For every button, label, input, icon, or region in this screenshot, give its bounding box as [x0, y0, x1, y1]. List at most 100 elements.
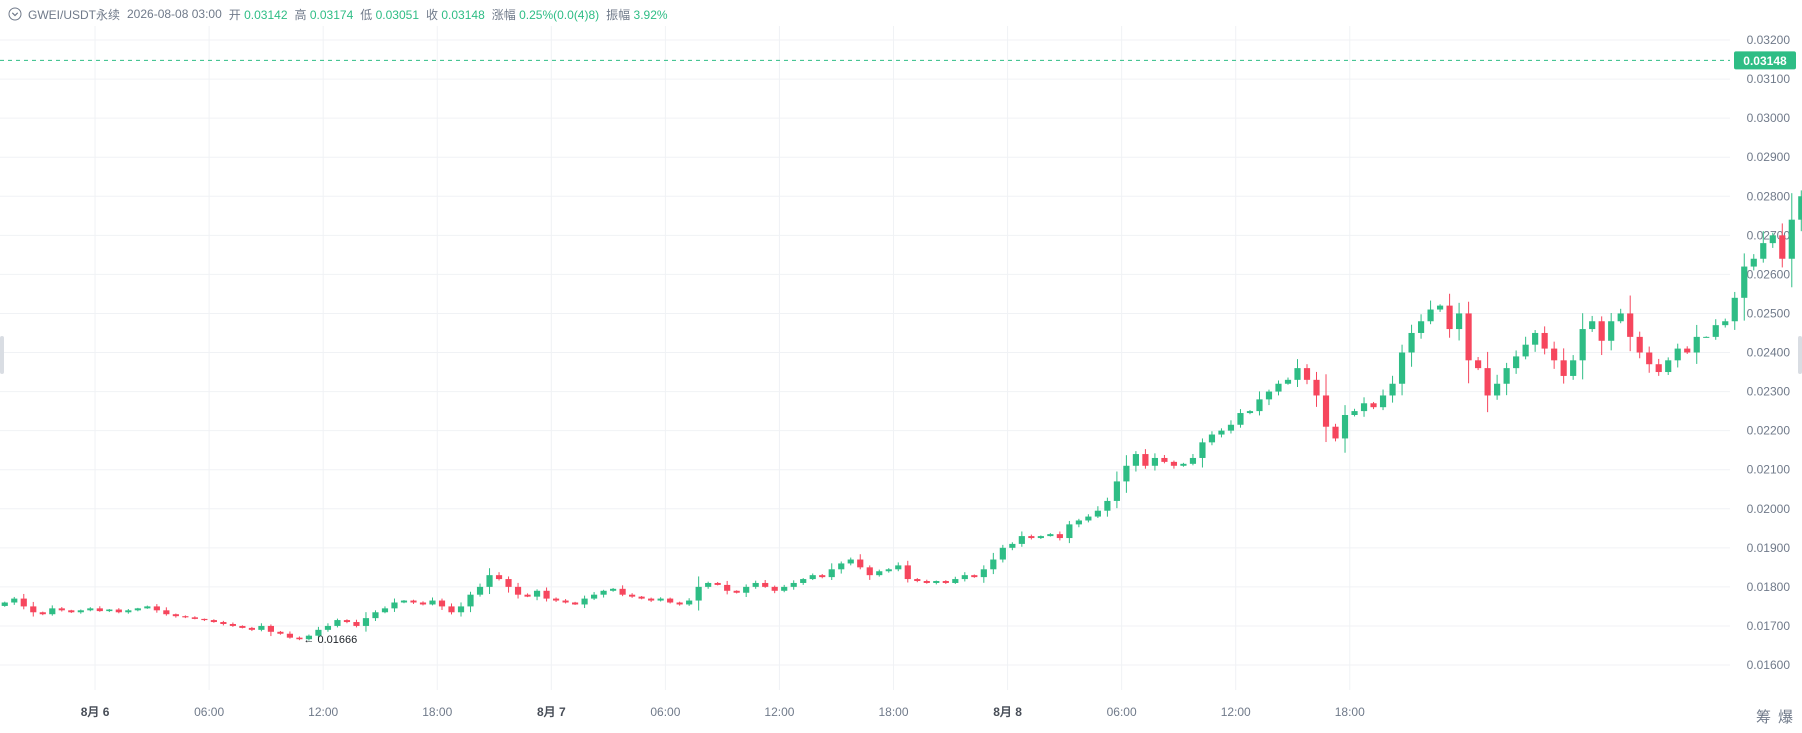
chevron-down-circle-icon[interactable] [8, 7, 22, 21]
y-tick-label: 0.01600 [1747, 658, 1791, 672]
min-price-marker-label: ← 0.01666 [303, 634, 357, 646]
candle-body [552, 598, 560, 601]
right-resize-handle[interactable] [1798, 336, 1802, 374]
candle-body [1674, 348, 1681, 361]
candle-body [267, 625, 274, 632]
candle-body [400, 600, 408, 603]
candle-body [1246, 411, 1254, 414]
candle-body [1541, 332, 1548, 349]
candle-body [324, 625, 332, 630]
candle-body [1398, 352, 1406, 384]
candle-body [923, 581, 930, 583]
candle-body [876, 571, 883, 576]
candle-body [495, 575, 503, 580]
candle-body [68, 610, 75, 613]
candle-body [961, 575, 968, 580]
candle-body [1484, 368, 1491, 396]
candle-body [1123, 465, 1130, 482]
candle-body [1208, 434, 1216, 443]
candle-body [448, 606, 455, 613]
candle-body [1265, 391, 1273, 400]
candle-body [1360, 403, 1368, 412]
candle-body [543, 590, 550, 599]
candle-body [1332, 426, 1339, 439]
candle-body [457, 606, 465, 613]
candle-body [610, 588, 617, 591]
candle-body [1379, 395, 1387, 408]
candle-body [1009, 543, 1016, 548]
candle-body [1018, 536, 1025, 544]
candle-body [1617, 313, 1624, 322]
y-tick-label: 0.02000 [1747, 502, 1791, 516]
candle-body [30, 606, 37, 613]
candle-body [1636, 336, 1643, 353]
candle-body [771, 586, 778, 591]
candle-body [629, 594, 636, 597]
low-value: 0.03051 [375, 7, 419, 22]
candle-body [1056, 534, 1063, 539]
candle-body [1142, 454, 1149, 466]
close-label: 收 [426, 7, 439, 22]
candle-body [1693, 336, 1700, 353]
candle-body [153, 606, 160, 611]
candle-body [1370, 403, 1377, 408]
candle-body [1532, 332, 1539, 345]
low-label: 低 [360, 7, 373, 22]
candle-body [1760, 243, 1767, 259]
liquidation-button[interactable]: 爆 [1778, 709, 1794, 726]
y-tick-label: 0.03200 [1747, 33, 1791, 47]
candle-body [885, 569, 892, 572]
candle-body [1066, 524, 1073, 539]
candle-body [1475, 360, 1482, 369]
candle-body [144, 606, 151, 609]
candle-body [1788, 219, 1795, 259]
candle-body [648, 598, 655, 601]
candle-body [286, 633, 294, 638]
close-value: 0.03148 [441, 7, 485, 22]
candle-body [847, 559, 854, 564]
left-resize-handle[interactable] [0, 336, 4, 374]
candle-body [115, 609, 122, 613]
candle-body [39, 612, 46, 615]
candle-body [1684, 348, 1691, 353]
chips-button[interactable]: 筹 [1756, 709, 1772, 726]
candle-body [952, 579, 959, 583]
x-tick-label: 8月 7 [537, 705, 566, 719]
candle-body [1446, 305, 1453, 330]
candle-body [686, 600, 693, 605]
candle-body [752, 582, 759, 587]
candle-body [11, 598, 18, 603]
candle-body [1465, 313, 1472, 361]
candle-body [1579, 329, 1586, 361]
candle-body [591, 594, 598, 599]
candle-body [1570, 360, 1577, 376]
candle-body [334, 620, 341, 626]
candle-body [990, 559, 997, 570]
y-tick-label: 0.03000 [1747, 111, 1791, 125]
y-tick-label: 0.02200 [1747, 424, 1791, 438]
candle-body [1341, 415, 1349, 439]
x-tick-label: 8月 6 [81, 705, 110, 719]
candle-body [562, 600, 569, 603]
candle-body [419, 602, 427, 605]
candle-body [1417, 321, 1425, 333]
candle-body [809, 575, 816, 580]
x-tick-label: 06:00 [650, 705, 680, 719]
candle-body [914, 579, 921, 582]
candle-body [743, 586, 750, 593]
candle-body [1303, 368, 1311, 380]
candle-body [1104, 500, 1111, 511]
candle-body [1598, 321, 1605, 341]
candle-body [1028, 536, 1035, 539]
candle-body [1075, 520, 1082, 525]
candle-body [1284, 379, 1292, 384]
candle-body [1741, 266, 1748, 298]
high-label: 高 [294, 7, 307, 22]
candle-body [1513, 356, 1520, 369]
candle-body [1436, 305, 1444, 310]
candle-body [438, 600, 446, 607]
candle-body [971, 575, 978, 578]
candle-body [1227, 424, 1235, 431]
